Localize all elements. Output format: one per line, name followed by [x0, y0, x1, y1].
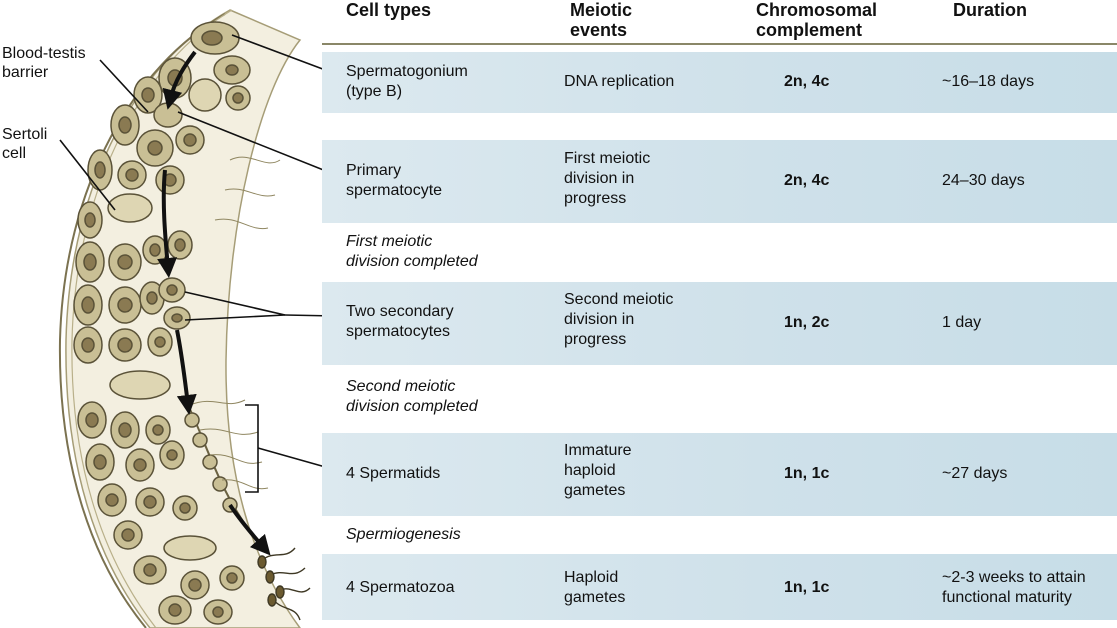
- transition-label: First meiotic division completed: [346, 233, 478, 270]
- header-cell-types: Cell types: [346, 0, 432, 20]
- table-row: Primary spermatocyte First meiotic divis…: [322, 140, 1117, 223]
- chromosomal-complement: 2n, 4c: [784, 172, 830, 189]
- duration: ~2-3 weeks to attain functional maturity: [942, 569, 1086, 606]
- header-duration: Duration: [953, 0, 1027, 20]
- cell-type: Two secondary spermatocytes: [346, 303, 454, 340]
- meiotic-event: Immature haploid gametes: [564, 442, 632, 499]
- sertoli-processes: [189, 156, 281, 490]
- table-row: 4 Spermatozoa Haploid gametes 1n, 1c ~2-…: [322, 554, 1117, 620]
- germ-cells: [73, 21, 251, 625]
- cell-type: Primary spermatocyte: [346, 162, 443, 199]
- header-chromosomal-complement: Chromosomal complement: [756, 0, 878, 40]
- table-row: 4 Spermatids Immature haploid gametes 1n…: [322, 433, 1117, 516]
- cell-type: 4 Spermatids: [346, 465, 441, 482]
- leader-lines: [59, 34, 337, 493]
- duration: ~27 days: [942, 465, 1008, 482]
- meiotic-event: Haploid gametes: [564, 569, 626, 606]
- chromosomal-complement: 1n, 1c: [784, 465, 830, 482]
- blood-testis-barrier-label: Blood-testis barrier: [2, 45, 86, 81]
- table-row: Two secondary spermatocytes Second meiot…: [322, 282, 1117, 365]
- spermatozoa: [257, 547, 311, 621]
- chromosomal-complement: 1n, 2c: [784, 314, 830, 331]
- cell-type: Spermatogonium (type B): [346, 63, 468, 100]
- chromosomal-complement: 2n, 4c: [784, 73, 830, 90]
- meiotic-event: DNA replication: [564, 73, 675, 90]
- transition-label: Second meiotic division completed: [346, 378, 478, 415]
- duration: ~16–18 days: [942, 73, 1035, 90]
- transition-label: Spermiogenesis: [346, 526, 461, 543]
- duration: 24–30 days: [942, 172, 1025, 189]
- table-row: Spermatogonium (type B) DNA replication …: [322, 52, 1117, 113]
- meiotic-event: Second meiotic division in progress: [564, 291, 674, 348]
- cell-type: 4 Spermatozoa: [346, 579, 455, 596]
- chromosomal-complement: 1n, 1c: [784, 579, 830, 596]
- sertoli-cell-label: Sertoli cell: [2, 126, 48, 162]
- progression-arrows: [157, 50, 271, 556]
- header-divider: [322, 43, 1117, 45]
- meiotic-event: First meiotic division in progress: [564, 150, 651, 207]
- duration: 1 day: [942, 314, 982, 331]
- header-meiotic-events: Meiotic events: [570, 0, 633, 40]
